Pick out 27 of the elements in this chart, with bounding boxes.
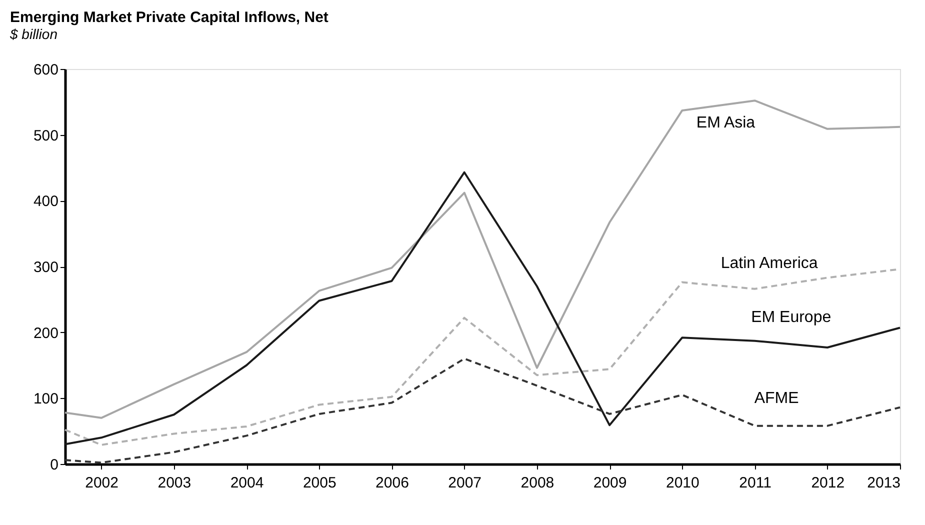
series-label: EM Europe [751, 308, 832, 326]
x-tick-label: 2006 [376, 474, 409, 492]
x-tick-label: 2007 [448, 474, 482, 492]
line-series [64, 100, 901, 419]
x-tick-label: 2003 [158, 474, 192, 492]
y-tick-label: 500 [33, 127, 58, 144]
series-label: Latin America [720, 254, 818, 272]
y-tick-label: 600 [33, 62, 58, 78]
chart-title: Emerging Market Private Capital Inflows, Net [10, 9, 328, 26]
x-tick-label: 2008 [520, 474, 554, 492]
x-tick-label: 2012 [811, 474, 845, 492]
line-series [64, 171, 901, 446]
x-tick-label: 2013 [867, 474, 900, 492]
x-tick-label: 2010 [666, 474, 700, 492]
series-label: AFME [754, 390, 799, 407]
x-tick-label: 2009 [593, 474, 627, 492]
x-tick-label: 2005 [302, 474, 336, 492]
y-tick-label: 400 [33, 193, 58, 210]
chart-subtitle: $ billion [9, 26, 58, 42]
y-tick-label: 200 [33, 324, 58, 342]
x-tick-label: 2002 [85, 474, 118, 492]
y-tick-label: 300 [33, 259, 58, 276]
series-label: EM Asia [696, 114, 756, 132]
x-tick-label: 2004 [230, 474, 264, 492]
y-tick-label: 100 [33, 390, 58, 408]
x-tick-label: 2011 [739, 474, 772, 492]
y-tick-label: 0 [50, 456, 58, 474]
